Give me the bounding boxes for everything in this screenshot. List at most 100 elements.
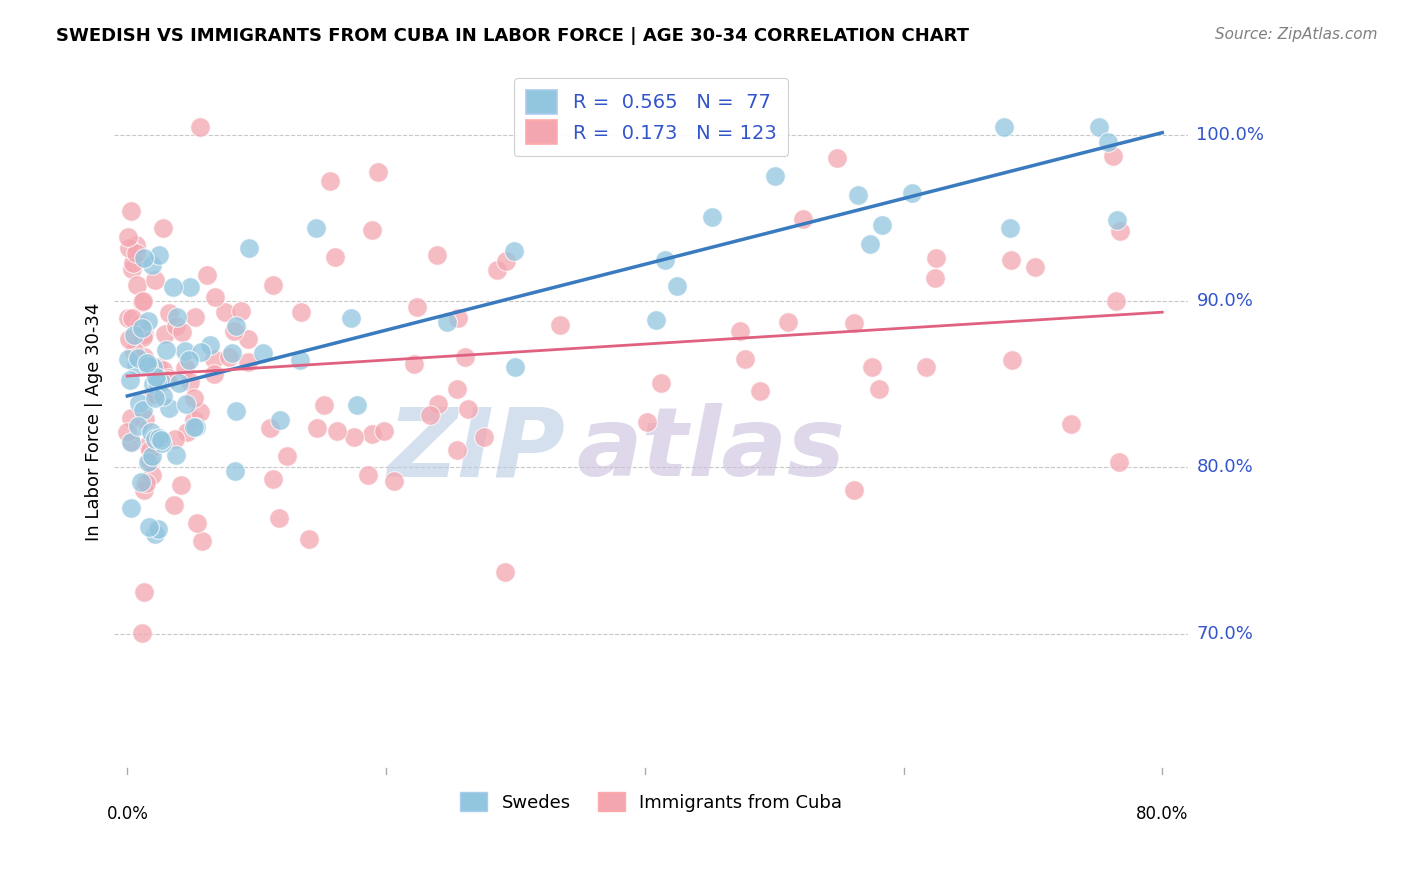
Point [1000, 252, 1022, 267]
Point [373, 424, 395, 438]
Point [184, 310, 207, 324]
Point [122, 327, 145, 342]
Point [288, 352, 311, 367]
Point [382, 474, 405, 488]
Point [141, 376, 163, 391]
Point [143, 436, 166, 450]
Point [125, 277, 148, 292]
Point [202, 367, 225, 381]
Point [860, 360, 883, 375]
Point [184, 419, 207, 434]
Point [131, 295, 153, 310]
Point [191, 533, 214, 548]
Point [118, 332, 141, 346]
Point [136, 314, 159, 328]
Point [1000, 353, 1022, 368]
Point [312, 399, 335, 413]
Point [472, 430, 495, 444]
Point [778, 315, 800, 329]
Point [139, 453, 162, 467]
Point [290, 305, 312, 319]
Point [238, 355, 260, 369]
Point [446, 383, 468, 397]
Point [162, 280, 184, 294]
Point [305, 421, 328, 435]
Point [356, 468, 378, 483]
Point [149, 433, 172, 447]
Point [117, 425, 139, 439]
Point [1105, 294, 1128, 309]
Point [842, 316, 865, 330]
Text: 90.0%: 90.0% [1197, 293, 1253, 310]
Point [486, 263, 509, 277]
Point [117, 351, 139, 366]
Point [179, 280, 201, 294]
Point [152, 221, 174, 235]
Point [157, 306, 180, 320]
Point [125, 238, 148, 252]
Point [190, 345, 212, 359]
Point [121, 262, 143, 277]
Point [188, 405, 211, 419]
Point [120, 372, 142, 386]
Point [998, 221, 1021, 235]
Point [666, 279, 689, 293]
Point [148, 248, 170, 262]
Text: Source: ZipAtlas.com: Source: ZipAtlas.com [1215, 27, 1378, 42]
Point [225, 318, 247, 333]
Point [503, 359, 526, 374]
Point [179, 376, 201, 390]
Point [262, 278, 284, 293]
Point [167, 376, 190, 390]
Point [326, 424, 349, 438]
Point [749, 384, 772, 398]
Point [204, 289, 226, 303]
Point [132, 585, 155, 599]
Text: SWEDISH VS IMMIGRANTS FROM CUBA IN LABOR FORCE | AGE 30-34 CORRELATION CHART: SWEDISH VS IMMIGRANTS FROM CUBA IN LABOR… [56, 27, 969, 45]
Point [222, 324, 245, 338]
Point [166, 310, 188, 324]
Point [1060, 417, 1083, 431]
Point [202, 351, 225, 366]
Point [177, 352, 200, 367]
Legend: Swedes, Immigrants from Cuba: Swedes, Immigrants from Cuba [453, 785, 849, 819]
Point [132, 403, 155, 417]
Point [343, 430, 366, 444]
Point [120, 411, 142, 425]
Point [131, 320, 153, 334]
Point [170, 478, 193, 492]
Point [121, 311, 143, 326]
Point [132, 329, 155, 343]
Point [792, 212, 814, 227]
Point [446, 442, 468, 457]
Point [650, 376, 672, 390]
Point [176, 425, 198, 439]
Point [503, 244, 526, 258]
Point [195, 268, 218, 283]
Point [173, 343, 195, 358]
Point [143, 273, 166, 287]
Point [148, 431, 170, 445]
Point [262, 472, 284, 486]
Point [214, 305, 236, 319]
Point [122, 256, 145, 270]
Point [319, 174, 342, 188]
Point [550, 318, 572, 333]
Point [163, 432, 186, 446]
Point [276, 449, 298, 463]
Point [162, 498, 184, 512]
Point [447, 310, 470, 325]
Point [340, 310, 363, 325]
Point [924, 270, 946, 285]
Point [360, 223, 382, 237]
Point [128, 317, 150, 331]
Point [1107, 213, 1129, 227]
Point [325, 250, 347, 264]
Point [117, 230, 139, 244]
Point [259, 420, 281, 434]
Point [846, 188, 869, 202]
Point [125, 245, 148, 260]
Point [427, 396, 450, 410]
Point [1024, 260, 1046, 275]
Point [132, 351, 155, 365]
